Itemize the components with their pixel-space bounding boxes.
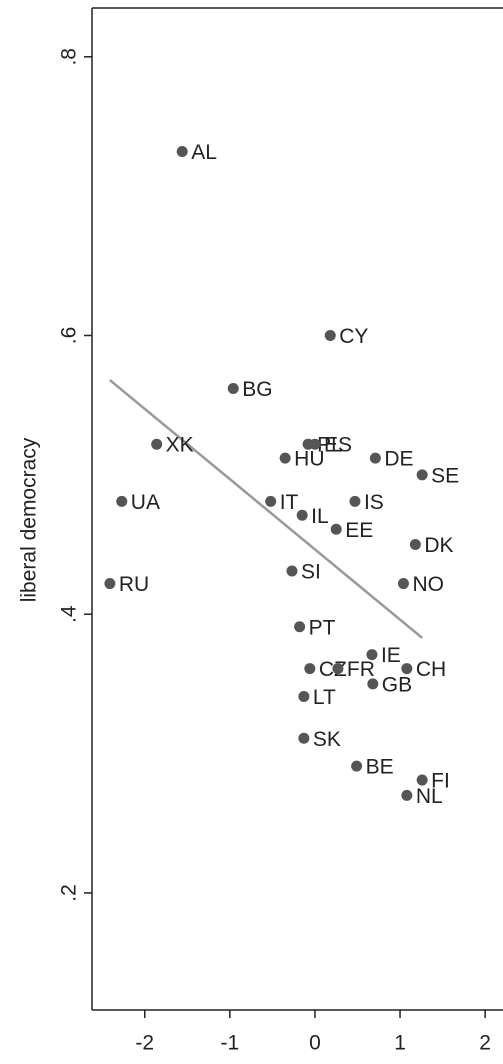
point-label: IE [381,644,401,667]
point-label: ES [324,434,352,457]
point [367,678,379,690]
fit-line [109,379,423,639]
point-label: SE [431,464,459,487]
point-label: SI [301,561,321,584]
point [279,452,291,464]
x-tick-label: 2 [479,1032,491,1055]
point-label: HU [294,448,324,471]
y-tick-label: .2 [58,884,81,902]
point [227,382,239,394]
point-label: IS [364,491,384,514]
point-label: NL [416,785,443,808]
point [304,663,316,675]
y-axis-label: liberal democracy [18,437,41,602]
point-label: RU [119,573,149,596]
point-label: XK [166,434,194,457]
point-label: IL [311,505,329,528]
point-label: NO [412,573,444,596]
x-tick-label: 0 [309,1032,321,1055]
point [401,789,413,801]
point-label: CY [339,325,368,348]
point [298,690,310,702]
point [116,495,128,507]
point [286,565,298,577]
y-tick-label: .8 [58,48,81,66]
point-label: PL [317,434,343,457]
point [332,663,344,675]
point [330,523,342,535]
point-label: FI [431,770,450,793]
point [366,649,378,661]
point [416,469,428,481]
point-label: UA [131,491,160,514]
point-label: CH [416,658,446,681]
point-label: BE [366,756,394,779]
point [349,495,361,507]
point [397,578,409,590]
point-label: AL [191,141,217,164]
x-tick-label: -2 [135,1032,154,1055]
y-tick-label: .6 [58,327,81,345]
point [401,663,413,675]
point-label: GB [382,673,412,696]
point-label: DE [384,448,413,471]
point [409,539,421,551]
x-tick-label: -1 [221,1032,240,1055]
point [351,760,363,772]
point [296,509,308,521]
point-label: BG [242,378,272,401]
point [298,732,310,744]
point [369,452,381,464]
point-label: LT [313,686,336,709]
point-label: SK [313,728,341,751]
y-tick-label: .4 [58,605,81,623]
point [265,495,277,507]
point-label: PT [309,616,336,639]
point-label: DK [424,534,453,557]
point [104,578,116,590]
x-tick-label: 1 [394,1032,406,1055]
point-label: IT [280,491,299,514]
point-label: FR [347,658,375,681]
point [416,774,428,786]
point [151,438,163,450]
point [324,329,336,341]
point [176,146,188,158]
point [309,438,321,450]
point [294,621,306,633]
point-label: EE [345,519,373,542]
